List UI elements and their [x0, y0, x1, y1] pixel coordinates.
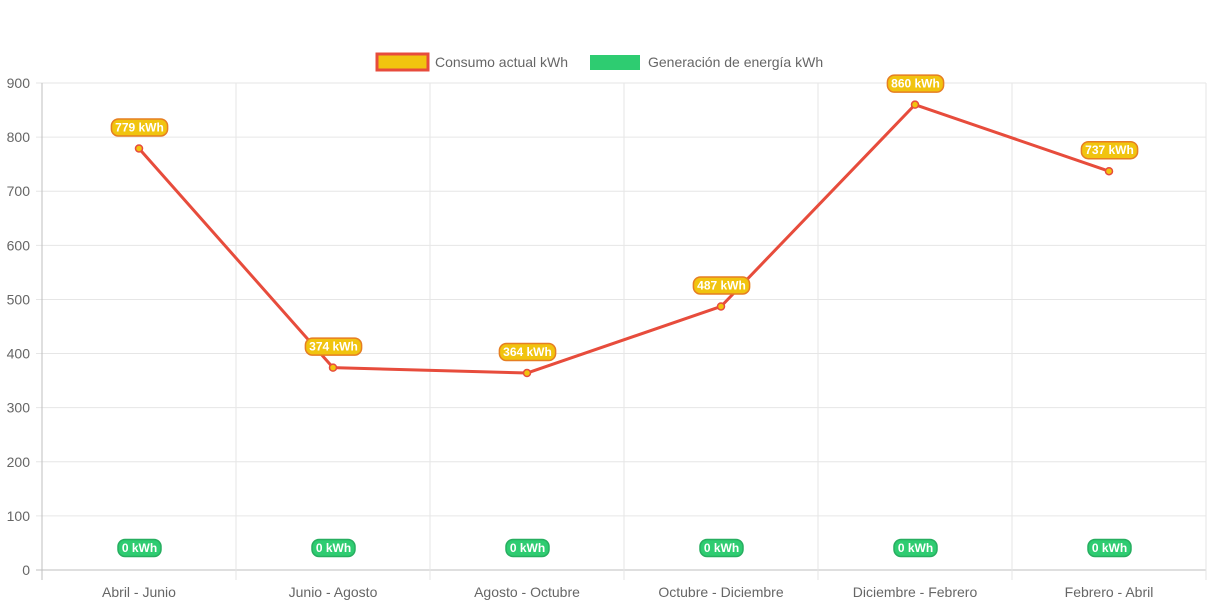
data-label-generacion-bg [117, 538, 162, 558]
data-label-consumo-bg [110, 118, 169, 137]
y-tick-label: 0 [22, 562, 30, 578]
data-label-consumo-text: 737 kWh [1085, 143, 1134, 157]
data-label-generacion-text: 0 kWh [1092, 541, 1127, 555]
data-label-consumo-bg [886, 74, 945, 93]
x-tick-label: Junio - Agosto [289, 584, 378, 600]
data-point-consumo[interactable] [1104, 166, 1114, 176]
data-label-generacion-text: 0 kWh [122, 541, 157, 555]
legend-swatch-consumo [375, 52, 430, 72]
data-label-generacion: 0 kWh [505, 538, 550, 558]
data-label-consumo-bg [1080, 140, 1139, 160]
data-label-consumo: 860 kWh [886, 74, 945, 93]
y-tick-label: 900 [7, 75, 31, 91]
data-label-generacion: 0 kWh [117, 538, 162, 558]
x-tick-label: Agosto - Octubre [474, 584, 580, 600]
data-label-consumo-bg [692, 276, 751, 295]
data-label-generacion: 0 kWh [311, 538, 356, 558]
legend-label-generacion: Generación de energía kWh [648, 54, 823, 70]
legend[interactable]: Consumo actual kWh Generación de energía … [375, 52, 823, 72]
data-label-consumo-text: 860 kWh [891, 77, 940, 91]
data-label-generacion-text: 0 kWh [510, 541, 545, 555]
data-point-consumo[interactable] [522, 368, 532, 378]
x-tick-label: Octubre - Diciembre [658, 584, 783, 600]
data-label-consumo-text: 487 kWh [697, 278, 746, 292]
data-point-consumo[interactable] [910, 100, 920, 109]
data-point-consumo[interactable] [328, 363, 338, 372]
axes: 0 100 200 300 400 500 600 700 800 900 Abril - Juni… [7, 75, 1154, 600]
data-label-consumo: 487 kWh [692, 276, 751, 295]
x-tick-label: Diciembre - Febrero [853, 584, 978, 600]
x-tick-label: Abril - Junio [102, 584, 176, 600]
data-label-generacion-bg [893, 538, 938, 558]
y-tick-label: 500 [7, 291, 31, 307]
data-label-consumo-bg [304, 337, 363, 356]
data-label-generacion-text: 0 kWh [316, 541, 351, 555]
y-tick-label: 200 [7, 454, 31, 470]
y-tick-label: 300 [7, 400, 31, 416]
y-tick-label: 400 [7, 346, 31, 362]
y-tick-label: 800 [7, 129, 31, 145]
grid [36, 82, 1207, 580]
data-label-consumo-text: 779 kWh [115, 120, 164, 134]
y-tick-label: 100 [7, 508, 31, 524]
data-label-generacion-text: 0 kWh [898, 541, 933, 555]
data-labels: 779 kWh 374 kWh 364 kWh 487 kWh 860 kWh 737 k… [110, 74, 1139, 558]
data-label-consumo-text: 374 kWh [309, 340, 358, 354]
data-label-consumo: 779 kWh [110, 118, 169, 137]
data-label-consumo: 737 kWh [1080, 140, 1139, 160]
y-tick-label: 600 [7, 237, 31, 253]
x-tick-label: Febrero - Abril [1065, 584, 1154, 600]
legend-swatch-generacion [590, 55, 640, 70]
data-label-consumo: 364 kWh [498, 342, 557, 362]
data-label-consumo-bg [498, 342, 557, 362]
data-label-generacion: 0 kWh [893, 538, 938, 558]
legend-item-generacion[interactable]: Generación de energía kWh [590, 54, 823, 70]
data-label-generacion-bg [505, 538, 550, 558]
legend-label-consumo: Consumo actual kWh [435, 54, 568, 70]
data-label-generacion-bg [699, 538, 744, 558]
data-label-generacion: 0 kWh [699, 538, 744, 558]
series [134, 100, 1114, 378]
series-line-consumo [137, 103, 1110, 375]
legend-item-consumo[interactable]: Consumo actual kWh [375, 52, 568, 72]
data-label-consumo-text: 364 kWh [503, 345, 552, 359]
data-label-generacion-bg [311, 538, 356, 558]
data-point-consumo[interactable] [716, 302, 726, 311]
data-label-generacion-bg [1087, 538, 1132, 558]
data-label-generacion: 0 kWh [1087, 538, 1132, 558]
data-label-generacion-text: 0 kWh [704, 541, 739, 555]
y-tick-label: 700 [7, 183, 31, 199]
data-label-consumo: 374 kWh [304, 337, 363, 356]
data-point-consumo[interactable] [134, 144, 144, 153]
